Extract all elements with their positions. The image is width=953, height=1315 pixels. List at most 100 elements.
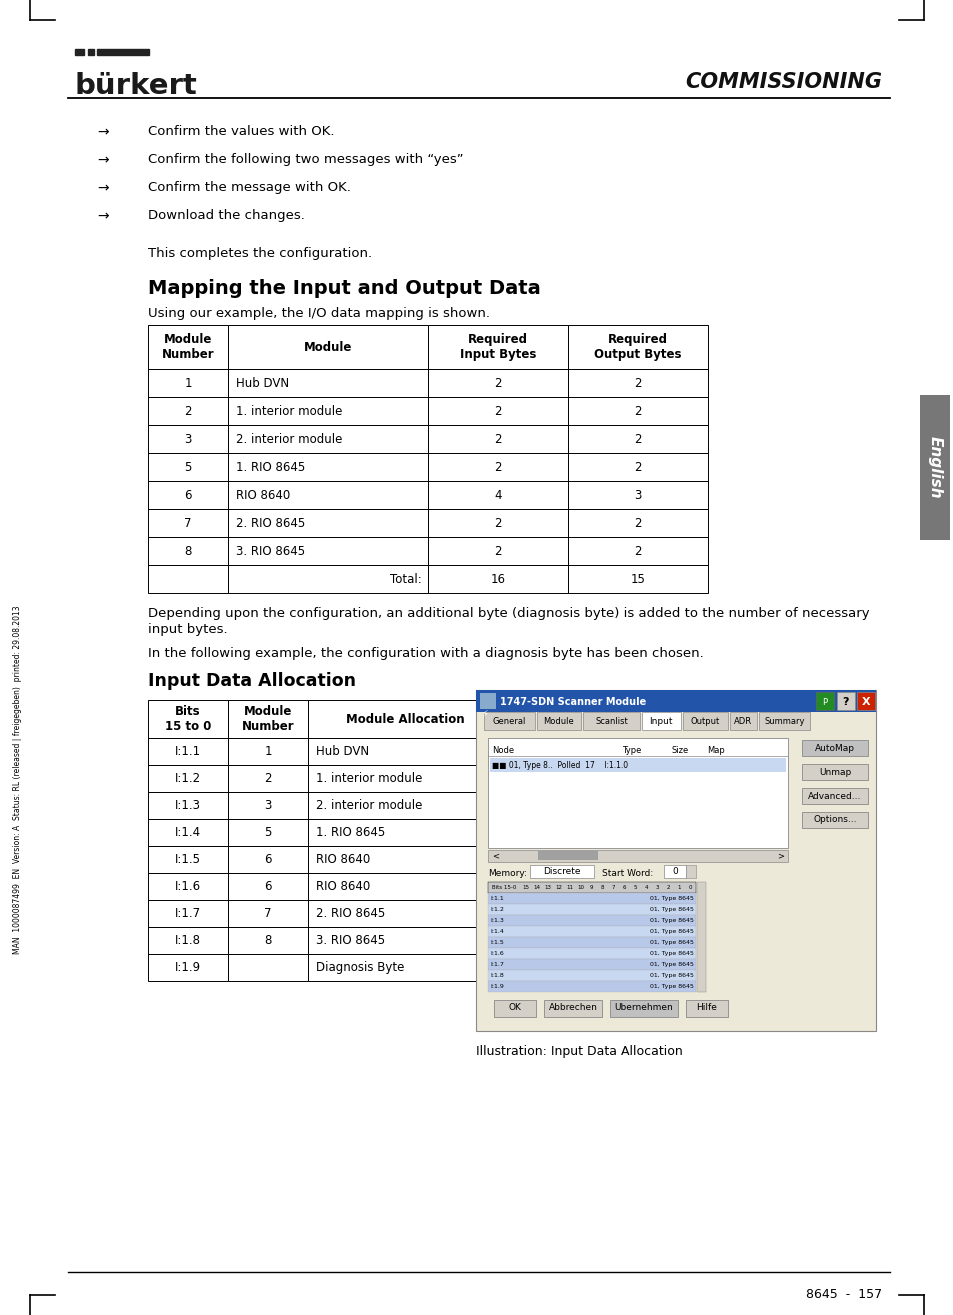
Text: Module Allocation: Module Allocation <box>346 713 464 726</box>
Bar <box>75 49 84 55</box>
Text: >: > <box>776 852 783 860</box>
Text: 4: 4 <box>494 488 501 501</box>
Bar <box>148 537 228 565</box>
Bar <box>308 899 502 927</box>
Text: Unmap: Unmap <box>818 768 850 776</box>
Bar <box>228 537 428 565</box>
Text: 2: 2 <box>494 376 501 389</box>
Text: I:1.5: I:1.5 <box>490 940 503 945</box>
Text: Abbrechen: Abbrechen <box>548 1003 597 1013</box>
Text: I:1.6: I:1.6 <box>174 880 201 893</box>
Text: This completes the configuration.: This completes the configuration. <box>148 247 372 260</box>
Bar <box>801 764 867 780</box>
Text: 14: 14 <box>533 885 539 890</box>
Bar <box>228 452 428 481</box>
Text: I:1.8: I:1.8 <box>174 934 201 947</box>
Text: Required
Output Bytes: Required Output Bytes <box>594 333 681 362</box>
Text: Using our example, the I/O data mapping is shown.: Using our example, the I/O data mapping … <box>148 306 490 320</box>
Bar <box>148 765 228 792</box>
Bar <box>228 738 308 765</box>
Bar <box>308 738 502 765</box>
Bar <box>759 711 809 730</box>
Text: I:1.2: I:1.2 <box>490 907 503 913</box>
Text: I:1.2: I:1.2 <box>174 772 201 785</box>
Bar <box>488 970 696 981</box>
Text: 5: 5 <box>633 885 637 890</box>
Bar <box>428 397 567 425</box>
Text: 2: 2 <box>494 433 501 446</box>
Bar <box>308 927 502 953</box>
Text: Output: Output <box>690 717 720 726</box>
Bar <box>488 738 787 848</box>
Text: <: < <box>492 852 498 860</box>
Bar <box>483 711 534 730</box>
Bar <box>148 846 228 873</box>
Bar <box>228 700 308 738</box>
Text: 2: 2 <box>666 885 670 890</box>
Bar <box>567 565 707 593</box>
Bar <box>488 938 696 948</box>
Bar <box>801 788 867 803</box>
Text: 15: 15 <box>521 885 529 890</box>
Bar <box>488 926 696 938</box>
Text: I:1.7: I:1.7 <box>174 907 201 920</box>
Bar <box>88 49 94 55</box>
Bar <box>228 565 428 593</box>
Bar <box>228 481 428 509</box>
Bar <box>567 509 707 537</box>
Bar <box>148 481 228 509</box>
Bar <box>97 49 149 55</box>
Bar <box>308 873 502 899</box>
Bar <box>308 792 502 819</box>
Text: Input Data Allocation: Input Data Allocation <box>148 672 355 690</box>
Bar <box>228 509 428 537</box>
Text: Hilfe: Hilfe <box>696 1003 717 1013</box>
Text: Diagnosis Byte: Diagnosis Byte <box>315 961 404 974</box>
Bar <box>815 692 833 710</box>
Text: Total:: Total: <box>390 572 421 585</box>
Text: I:1.3: I:1.3 <box>490 918 503 923</box>
Bar <box>697 882 705 992</box>
Text: 6: 6 <box>264 880 272 893</box>
Text: Ubernehmen: Ubernehmen <box>614 1003 673 1013</box>
Bar <box>148 397 228 425</box>
Text: Node: Node <box>492 746 514 755</box>
Text: RIO 8640: RIO 8640 <box>315 853 370 867</box>
Text: Size: Size <box>671 746 688 755</box>
Text: X: X <box>861 697 869 707</box>
Text: Input: Input <box>649 717 673 726</box>
Text: 2: 2 <box>494 517 501 530</box>
Text: Start Word:: Start Word: <box>601 869 653 878</box>
Text: 6: 6 <box>264 853 272 867</box>
Bar <box>148 565 228 593</box>
Bar <box>228 899 308 927</box>
Bar <box>567 325 707 370</box>
Bar <box>488 882 696 893</box>
Bar <box>567 452 707 481</box>
Bar <box>476 690 875 1031</box>
Text: bürkert: bürkert <box>75 72 197 100</box>
Text: Advanced...: Advanced... <box>807 792 861 801</box>
Text: 6: 6 <box>184 488 192 501</box>
Bar <box>836 692 854 710</box>
Bar <box>148 700 228 738</box>
Text: 3. RIO 8645: 3. RIO 8645 <box>315 934 385 947</box>
Text: Confirm the values with OK.: Confirm the values with OK. <box>148 125 335 138</box>
Bar <box>729 711 757 730</box>
Bar <box>228 397 428 425</box>
Text: 15: 15 <box>630 572 645 585</box>
Text: 7: 7 <box>184 517 192 530</box>
Text: I:1.9: I:1.9 <box>490 984 503 989</box>
Text: Required
Input Bytes: Required Input Bytes <box>459 333 536 362</box>
Text: 8: 8 <box>264 934 272 947</box>
Bar <box>148 738 228 765</box>
Text: MAN  1000087499  EN  Version: A  Status: RL (released | freigegeben)  printed: 2: MAN 1000087499 EN Version: A Status: RL … <box>13 606 23 955</box>
Text: ■■ 01, Type 8..  Polled  17    I:1.1.0: ■■ 01, Type 8.. Polled 17 I:1.1.0 <box>492 760 627 769</box>
Text: 1747-SDN Scanner Module: 1747-SDN Scanner Module <box>499 697 645 707</box>
Text: 3: 3 <box>264 800 272 811</box>
Text: →: → <box>97 125 109 139</box>
Bar <box>148 873 228 899</box>
Text: 7: 7 <box>611 885 615 890</box>
Bar <box>228 846 308 873</box>
Text: Module: Module <box>303 341 352 354</box>
